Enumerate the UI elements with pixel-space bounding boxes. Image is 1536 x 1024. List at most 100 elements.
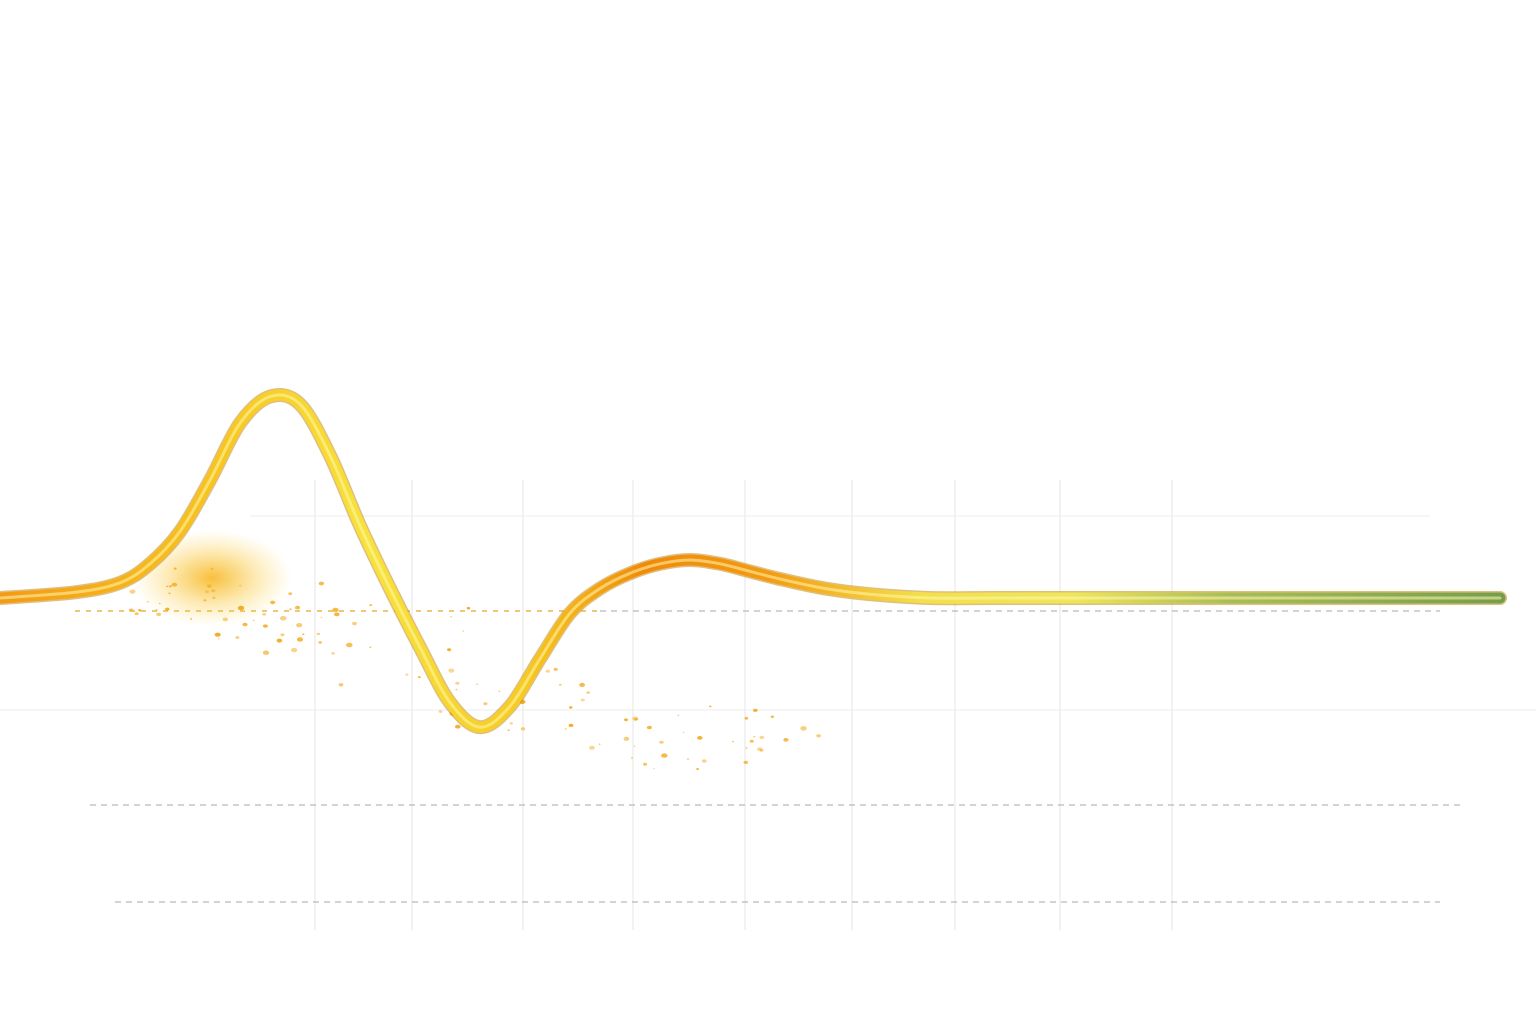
particle: [296, 637, 304, 642]
particle: [586, 691, 590, 694]
particle: [128, 608, 134, 612]
particle: [173, 567, 177, 570]
particle: [280, 633, 285, 637]
particle: [743, 760, 749, 765]
particle: [276, 638, 283, 643]
particle: [448, 668, 455, 673]
particle: [171, 582, 178, 587]
particle: [696, 768, 699, 770]
particle: [682, 731, 685, 734]
particle: [369, 604, 373, 607]
particle: [331, 652, 335, 655]
particle: [417, 676, 421, 679]
particle: [558, 683, 562, 686]
particle: [483, 702, 488, 706]
particle: [687, 758, 689, 760]
particle: [646, 725, 653, 730]
particle: [210, 567, 214, 570]
particle: [589, 745, 595, 750]
particle: [239, 584, 242, 587]
particle: [166, 585, 169, 588]
particle: [338, 683, 344, 687]
particle: [632, 716, 639, 721]
particle: [633, 745, 636, 747]
particle-scatter: [128, 567, 821, 770]
particle: [520, 727, 526, 731]
particle: [235, 636, 240, 639]
particle: [731, 740, 735, 743]
particle: [564, 728, 567, 730]
particle: [783, 738, 789, 742]
particle: [291, 647, 298, 653]
particle: [302, 633, 305, 636]
particle: [753, 735, 756, 738]
particle: [351, 621, 358, 626]
particle: [623, 736, 630, 741]
particle: [262, 624, 268, 628]
particle: [156, 612, 162, 617]
particle: [569, 706, 573, 709]
particle: [580, 698, 585, 702]
particle: [568, 723, 574, 728]
particle: [745, 747, 748, 749]
particle: [262, 650, 270, 655]
particle: [217, 638, 220, 640]
particle: [318, 581, 325, 586]
particle: [332, 607, 339, 613]
particle: [190, 618, 193, 620]
particle: [138, 609, 142, 612]
horizontal-gridlines: [0, 515, 1536, 903]
particle: [659, 740, 664, 744]
particle: [155, 609, 158, 611]
particle: [279, 616, 287, 621]
particle: [759, 749, 764, 752]
particle: [579, 682, 585, 687]
particle: [800, 726, 807, 731]
particle: [294, 605, 301, 610]
particle: [753, 708, 758, 712]
particle: [346, 642, 353, 648]
particle: [624, 718, 628, 722]
particle: [270, 600, 276, 605]
particle: [630, 757, 633, 759]
particle: [677, 714, 680, 717]
particle: [770, 715, 775, 718]
particle: [816, 734, 821, 738]
particle: [369, 646, 372, 648]
particle: [289, 608, 292, 611]
particle: [697, 736, 703, 740]
particle: [450, 616, 453, 618]
particle: [252, 619, 255, 621]
particle: [318, 641, 323, 644]
particle: [709, 705, 712, 708]
particle: [129, 589, 136, 594]
glow-blob: [132, 530, 292, 626]
particle: [134, 612, 139, 616]
particle: [757, 747, 763, 752]
particle: [545, 669, 550, 673]
grid: [0, 480, 1536, 930]
vertical-gridlines: [314, 480, 1173, 930]
particle: [203, 599, 207, 602]
particle: [212, 596, 216, 600]
particle: [661, 753, 668, 758]
particle: [653, 768, 655, 770]
particle: [466, 606, 471, 610]
particle: [498, 690, 501, 693]
particle: [146, 601, 149, 603]
particle: [242, 622, 248, 627]
particle: [296, 623, 303, 628]
particle: [211, 589, 216, 593]
particle: [168, 592, 171, 595]
particle: [165, 607, 170, 611]
particle: [334, 612, 340, 617]
particle: [455, 688, 458, 691]
series-line-highlight: [0, 393, 1502, 729]
particle: [288, 592, 293, 596]
particle: [643, 762, 648, 766]
particle: [405, 673, 409, 676]
particle: [438, 710, 443, 713]
particle: [744, 717, 749, 720]
